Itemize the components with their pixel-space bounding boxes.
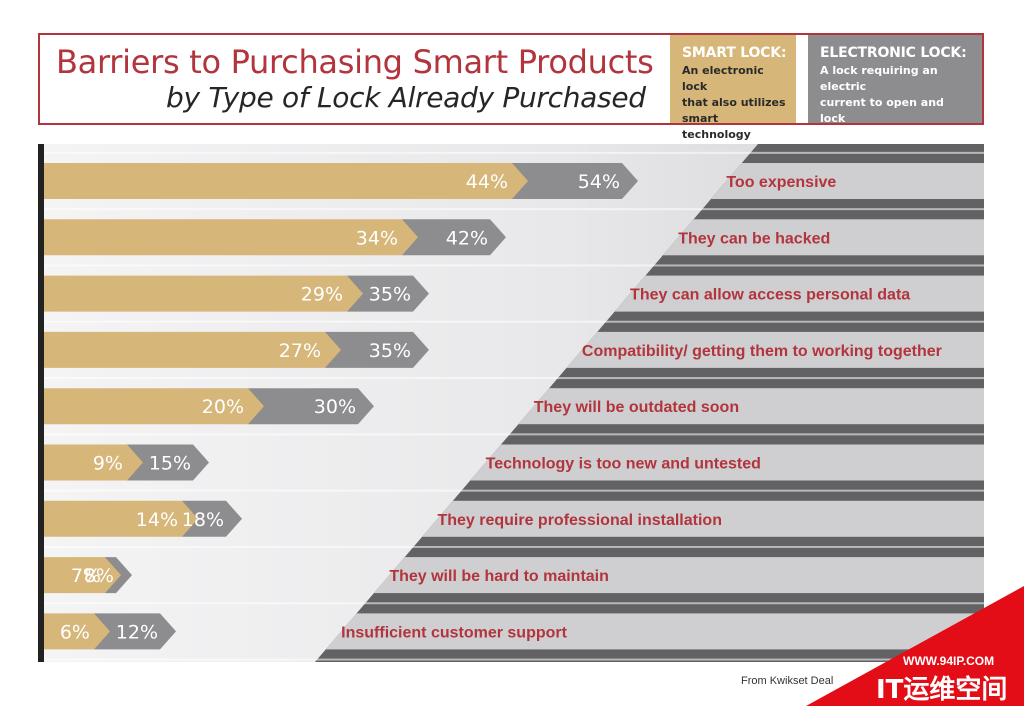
value-label-electronic: 42%	[446, 227, 488, 249]
band-separator	[44, 377, 984, 380]
value-label-electronic: 15%	[149, 453, 191, 475]
value-label-smart: 29%	[301, 284, 343, 306]
value-label-smart: 6%	[60, 621, 90, 643]
source-note: From Kwikset Deal	[741, 675, 833, 687]
legend-electronic-line: the device	[820, 128, 885, 141]
bar-electronic	[347, 275, 429, 312]
category-label: Technology is too new and untested	[486, 456, 761, 473]
value-label-electronic: 18%	[182, 509, 224, 531]
bar-electronic	[325, 331, 429, 368]
value-label-electronic: 8%	[84, 565, 114, 587]
legend-smart-lock: SMART LOCK: An electronic lock that also…	[670, 35, 796, 141]
header-box: Barriers to Purchasing Smart Products by…	[38, 33, 984, 141]
legend-electronic-lock: ELECTRONIC LOCK: A lock requiring an ele…	[808, 35, 982, 141]
band-separator	[44, 545, 984, 548]
bar-smart	[44, 444, 143, 481]
value-label-smart: 9%	[93, 453, 123, 475]
category-label: They require professional installation	[437, 512, 722, 529]
value-label-electronic: 35%	[369, 340, 411, 362]
axis-line	[38, 144, 44, 662]
band-separator	[44, 433, 984, 436]
band-separator	[44, 264, 984, 267]
value-label-smart: 7%	[71, 565, 101, 587]
watermark-text: IT运维空间	[876, 674, 1007, 705]
band-separator	[44, 151, 984, 154]
band-separator	[44, 602, 984, 605]
page-subtitle: by Type of Lock Already Purchased	[166, 81, 646, 114]
value-labels: 44% 54% 34% 42% 29% 35% 27% 35% 20% 30% 9% 15% 14% 18…	[60, 171, 620, 643]
category-label: Compatibility/ getting them to working t…	[582, 343, 942, 360]
bar-smart	[44, 613, 110, 650]
bars	[44, 163, 638, 650]
band-stripe	[315, 557, 984, 594]
bar-electronic	[512, 163, 638, 199]
legend-smart-line: An electronic lock	[682, 64, 764, 93]
bar-electronic	[127, 444, 209, 481]
page-title: Barriers to Purchasing Smart Products	[56, 43, 654, 81]
watermark-url: WWW.94IP.COM	[903, 654, 994, 668]
bar-smart	[44, 557, 121, 594]
band-separator	[44, 489, 984, 492]
value-label-smart: 34%	[356, 227, 398, 249]
legend-electronic-title: ELECTRONIC LOCK:	[820, 45, 967, 61]
category-label: Insufficient customer support	[341, 624, 567, 641]
category-label: They will be outdated soon	[534, 399, 739, 416]
value-label-electronic: 54%	[578, 171, 620, 193]
bar-smart	[44, 388, 264, 425]
value-label-electronic: 30%	[314, 396, 356, 418]
band-stripe	[315, 613, 984, 650]
band-separator	[44, 208, 984, 211]
bar-electronic	[248, 388, 374, 425]
band-separator	[44, 320, 984, 323]
bar-smart	[44, 163, 528, 199]
legend-smart-title: SMART LOCK:	[682, 45, 787, 61]
legend-smart-line: smart technology	[682, 112, 751, 141]
legend-smart-line: that also utilizes	[682, 96, 786, 109]
category-label: They can be hacked	[678, 230, 830, 247]
legend-electronic-line: current to open and lock	[820, 96, 944, 125]
value-label-smart: 20%	[202, 396, 244, 418]
category-label: They will be hard to maintain	[389, 568, 609, 585]
value-label-smart: 14%	[136, 509, 178, 531]
value-label-smart: 44%	[466, 171, 508, 193]
value-label-electronic: 35%	[369, 284, 411, 306]
legend-electronic-desc: A lock requiring an electric current to …	[820, 63, 972, 143]
band-separator	[44, 658, 984, 661]
value-label-smart: 27%	[279, 340, 321, 362]
category-label: They can allow access personal data	[630, 287, 910, 304]
bar-electronic	[182, 500, 242, 537]
bar-smart	[44, 275, 363, 312]
bar-smart	[44, 331, 341, 368]
bar-smart	[44, 500, 198, 537]
bar-electronic	[402, 219, 506, 256]
category-label: Too expensive	[726, 174, 836, 191]
bar-electronic	[94, 613, 176, 650]
watermark-triangle	[806, 586, 1024, 706]
bar-smart	[44, 219, 418, 256]
legend-electronic-line: A lock requiring an electric	[820, 64, 938, 93]
value-label-electronic: 12%	[116, 621, 158, 643]
category-labels: Too expensive They can be hacked They can …	[341, 174, 942, 641]
legend-smart-desc: An electronic lock that also utilizes sm…	[682, 63, 786, 143]
